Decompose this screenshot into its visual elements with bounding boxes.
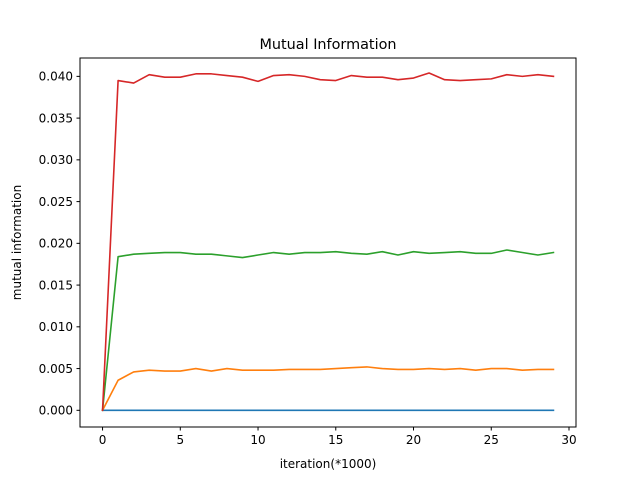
x-tick-label: 10 bbox=[250, 433, 265, 447]
x-axis-label: iteration(*1000) bbox=[280, 457, 377, 471]
series-line-2 bbox=[101, 366, 555, 412]
y-tick-label: 0.005 bbox=[39, 362, 73, 376]
plot-frame bbox=[79, 57, 577, 428]
y-tick-label: 0.040 bbox=[39, 70, 73, 84]
x-tick-label: 25 bbox=[484, 433, 499, 447]
x-axis-ticks: 0 5 10 15 20 25 30 bbox=[99, 427, 577, 447]
y-tick-label: 0.015 bbox=[39, 278, 73, 292]
y-tick-label: 0.030 bbox=[39, 153, 73, 167]
y-tick-label: 0.010 bbox=[39, 320, 73, 334]
x-tick-label: 30 bbox=[561, 433, 576, 447]
y-tick-label: 0.020 bbox=[39, 237, 73, 251]
x-tick-label: 20 bbox=[406, 433, 421, 447]
x-tick-label: 15 bbox=[328, 433, 343, 447]
x-tick-label: 0 bbox=[99, 433, 107, 447]
y-axis-ticks: 0.000 0.005 0.010 0.015 0.020 0.025 0.030 0.035… bbox=[39, 70, 80, 418]
x-tick-label: 5 bbox=[176, 433, 184, 447]
y-tick-label: 0.000 bbox=[39, 404, 73, 418]
y-axis-label: mutual information bbox=[10, 185, 24, 300]
y-tick-label: 0.025 bbox=[39, 195, 73, 209]
axes-layer bbox=[79, 57, 577, 428]
y-tick-label: 0.035 bbox=[39, 111, 73, 125]
chart-title: Mutual Information bbox=[260, 37, 397, 53]
series-line-3 bbox=[101, 249, 555, 412]
series-line-4 bbox=[101, 72, 555, 412]
series-layer bbox=[101, 72, 555, 412]
